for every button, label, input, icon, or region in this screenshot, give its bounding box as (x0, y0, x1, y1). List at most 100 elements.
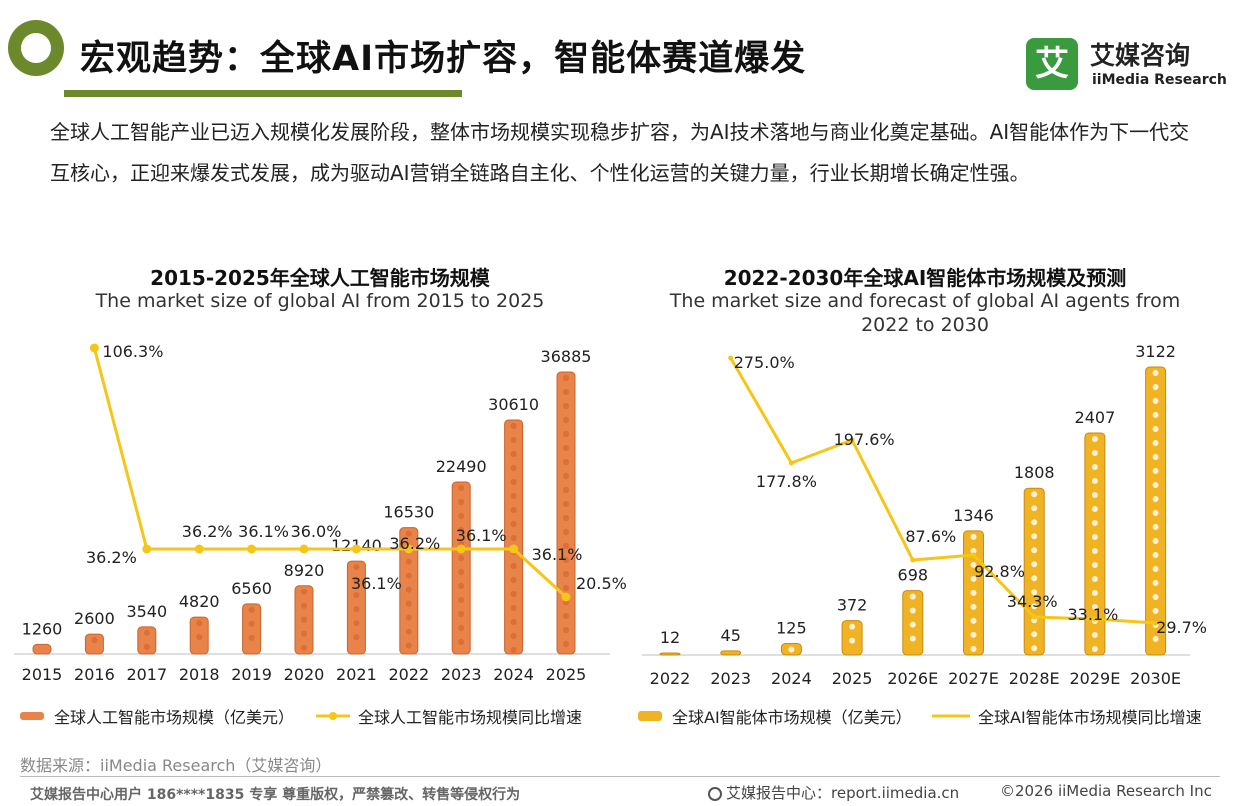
chart2-bar-texture (1031, 547, 1038, 554)
chart2-legend-line: 全球AI智能体市场规模同比增速 (932, 704, 1202, 728)
chart2-x-tick-label: 2024 (771, 669, 812, 688)
chart1-x-tick-label: 2020 (284, 665, 325, 684)
chart1-value-label: 16530 (383, 503, 434, 522)
chart2-bar-texture (1091, 463, 1098, 470)
chart2-bar-texture (1152, 454, 1159, 460)
chart1-bar-texture (563, 459, 569, 465)
chart1-bar-texture (563, 487, 569, 493)
chart2-bar-texture (1031, 505, 1038, 512)
chart1-value-label: 4820 (179, 592, 220, 611)
chart2-bar-texture (909, 607, 916, 614)
chart2-bar-texture (1152, 552, 1159, 558)
chart1-title: 2015-2025年全球人工智能市场规模 (150, 266, 490, 290)
chart2-x-tick-label: 2023 (710, 669, 751, 688)
chart1-bar (84, 633, 104, 655)
chart1-growth-label: 36.2% (389, 534, 440, 553)
chart2-bar-texture (1091, 547, 1098, 554)
chart2-bar-texture (1152, 468, 1159, 474)
chart2-bar (659, 652, 681, 656)
chart1-bar-texture (405, 600, 412, 607)
chart1-bar-texture (510, 422, 517, 429)
chart1-growth-label: 36.2% (182, 522, 233, 541)
chart1-bar-texture (510, 478, 517, 485)
chart1-growth-point (247, 544, 257, 554)
chart2-growth-point (728, 355, 734, 361)
chart2-growth-point (788, 460, 794, 466)
chart1-bar-texture (510, 576, 517, 583)
chart1-bar-texture (510, 520, 517, 527)
chart1-bar-texture (301, 644, 307, 651)
chart1-value-label: 2600 (74, 609, 115, 628)
footer-report-center[interactable]: 艾媒报告中心：report.iimedia.cn (708, 782, 959, 803)
chart1-growth-label: 106.3% (102, 342, 163, 361)
chart1-bar-texture (405, 572, 412, 579)
chart1-bar-texture (405, 614, 412, 621)
chart1-bar-texture (563, 403, 569, 409)
chart2-bar-texture (1152, 510, 1159, 516)
chart1-bar-texture (458, 569, 465, 576)
chart2-bar-texture (1152, 566, 1159, 572)
chart1-bar-texture (353, 634, 360, 641)
chart2-bar-texture (970, 645, 977, 652)
chart1-bar-texture (510, 534, 517, 541)
chart2-bar-texture (1152, 580, 1159, 586)
chart2-growth-label: 92.8% (974, 562, 1025, 581)
chart1-bar-texture (510, 618, 517, 625)
chart1-bar-texture (143, 629, 150, 636)
chart1-bar-texture (458, 597, 465, 604)
chart1-legend-bar-label: 全球人工智能市场规模（亿美元） (54, 708, 295, 727)
chart1-bar-texture (510, 464, 517, 471)
chart2-value-label: 2407 (1075, 408, 1116, 427)
chart1-bar (556, 371, 576, 655)
chart2-bar-texture (788, 646, 795, 653)
chart1-bar-texture (563, 571, 569, 577)
chart2-legend-bar: 全球AI智能体市场规模（亿美元） (636, 704, 912, 728)
chart2-bar-texture (1152, 608, 1159, 614)
chart2-bar-texture (970, 533, 977, 540)
chart2-growth-point (1153, 620, 1159, 626)
chart1-bar-texture (563, 543, 569, 549)
chart1-bar-texture (563, 375, 569, 381)
title-circle-icon (8, 20, 64, 76)
chart2-bar-texture (1031, 533, 1038, 540)
chart2-growth-label: 29.7% (1156, 618, 1207, 637)
chart2-bar-texture (1091, 645, 1098, 652)
chart1-x-tick-label: 2017 (126, 665, 167, 684)
footer-copyright: ©2026 iiMedia Research Inc (1000, 782, 1212, 800)
chart1-bar-texture (510, 646, 517, 653)
chart2-bar-texture (1091, 631, 1098, 638)
chart1-bar-texture (563, 627, 569, 633)
chart2-bar-texture (1152, 496, 1159, 502)
brand-logo: 艾 (1026, 38, 1078, 90)
chart1-bar-texture (563, 389, 569, 395)
chart2-bar-texture (970, 617, 977, 624)
chart2-bar-texture (1152, 370, 1159, 376)
chart2-bar-texture (1031, 575, 1038, 582)
chart1-bar-texture (405, 628, 412, 635)
chart1-legend-bar: 全球人工智能市场规模（亿美元） (18, 704, 294, 728)
chart2-value-label: 125 (776, 618, 807, 637)
chart2-bar (1084, 432, 1106, 656)
chart2-bar-texture (1152, 412, 1159, 418)
chart2-x-tick-label: 2025 (832, 669, 873, 688)
chart2-legend-bar-swatch (638, 711, 662, 721)
footer-report-center-label: 艾媒报告中心：report.iimedia.cn (726, 784, 960, 802)
chart2-bar-texture (1091, 491, 1098, 498)
chart1-x-tick-label: 2025 (546, 665, 587, 684)
chart2-bar-texture (970, 547, 977, 554)
chart1-legend-line-label: 全球人工智能市场规模同比增速 (358, 708, 583, 727)
chart2-value-label: 1346 (953, 506, 994, 525)
chart2-subtitle: The market size and forecast of global A… (669, 290, 1181, 336)
chart1-value-label: 1260 (22, 619, 63, 638)
chart2-bar-texture (1031, 645, 1038, 652)
chart1-bar-texture (563, 641, 569, 647)
chart1-growth-point (351, 544, 361, 554)
chart2-growth-point (1031, 614, 1037, 620)
chart2-value-label: 698 (898, 566, 929, 585)
chart1-bar-texture (248, 620, 255, 627)
chart2-growth-point (849, 437, 855, 443)
chart2-bar-texture (1152, 594, 1159, 600)
chart1-value-label: 22490 (436, 457, 487, 476)
chart1-bar-texture (458, 513, 465, 520)
chart1-bar-texture (563, 557, 569, 563)
